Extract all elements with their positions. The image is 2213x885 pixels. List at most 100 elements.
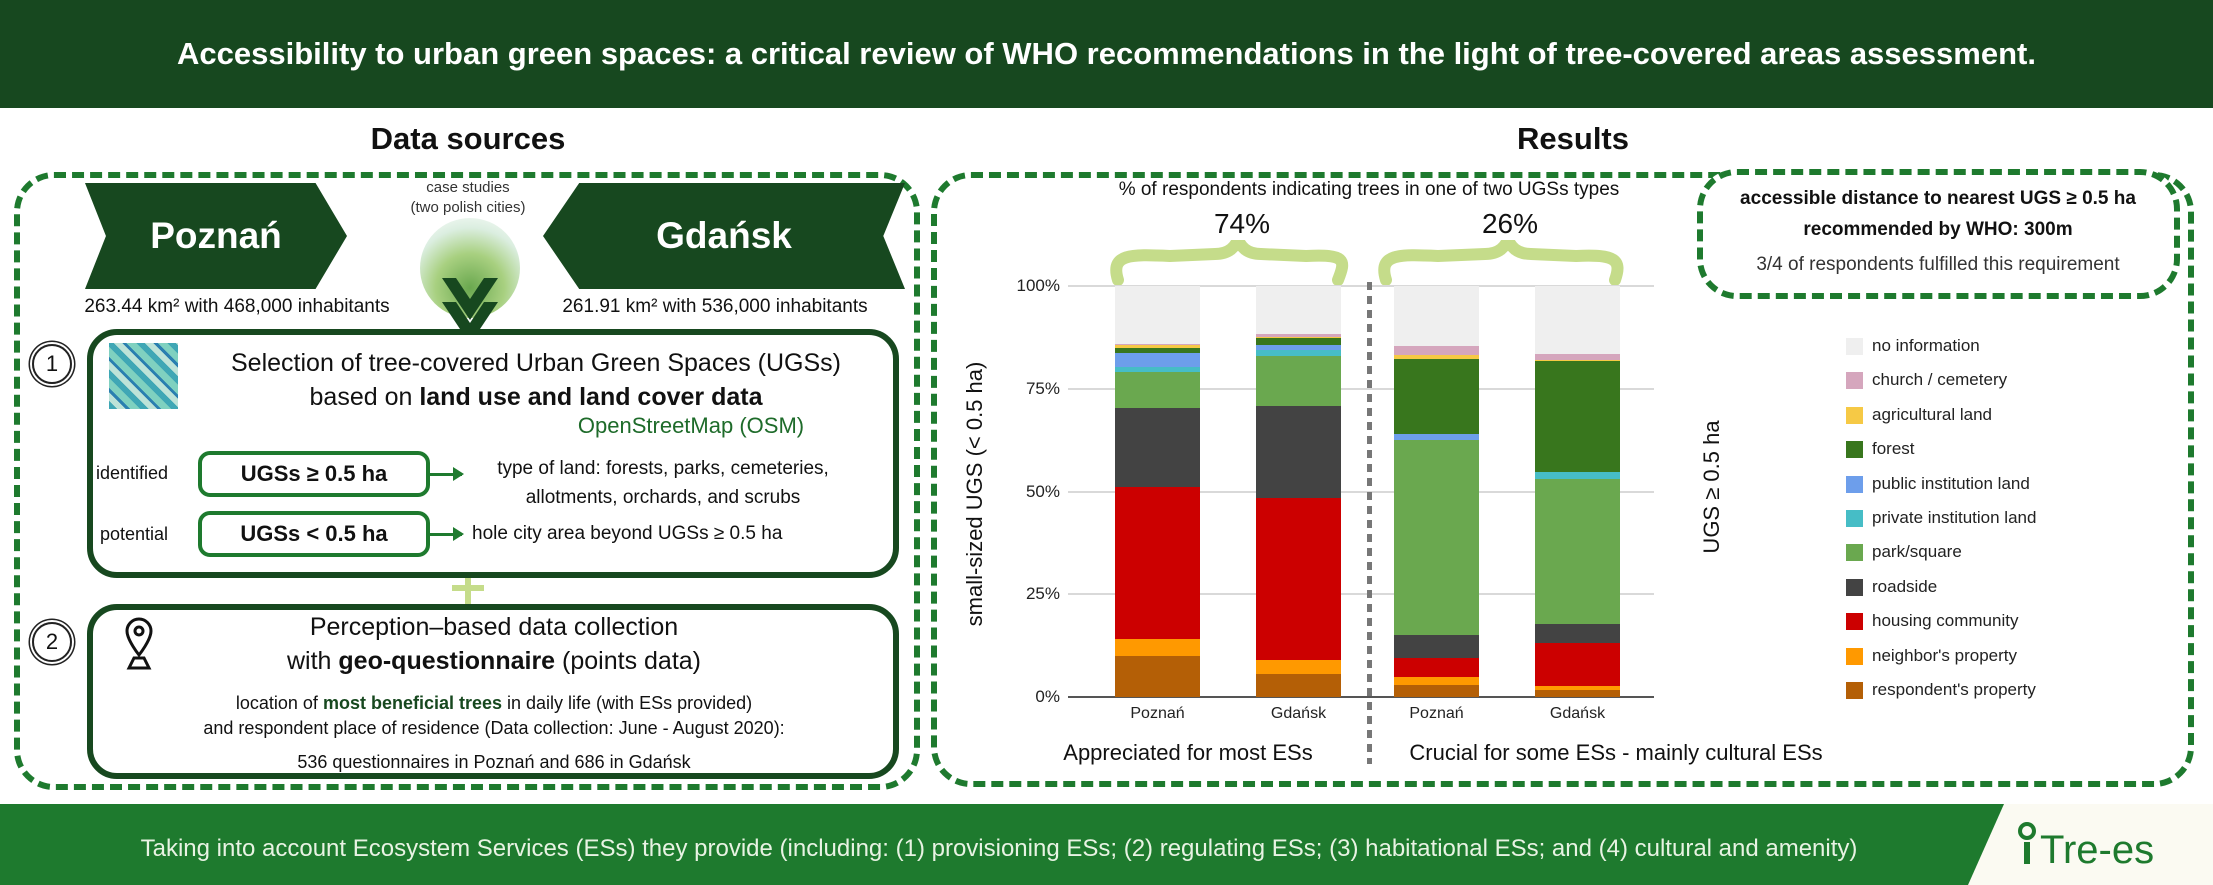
legend-swatch — [1846, 647, 1863, 665]
legend-label: public institution land — [1872, 473, 2030, 493]
bar-segment-roadside — [1535, 623, 1620, 644]
legend-label: church / cemetery — [1872, 370, 2008, 390]
potential-description: hole city area beyond UGSs ≥ 0.5 ha — [472, 523, 783, 544]
bar-segment-housing-community — [1256, 498, 1341, 660]
osm-source: OpenStreetMap (OSM) — [577, 413, 805, 438]
text: based on — [309, 383, 420, 411]
data-sources-panel — [14, 172, 920, 790]
text: location of — [235, 693, 323, 713]
emphasis: land use and land cover data — [419, 383, 763, 411]
bar-segment-forest — [1394, 358, 1479, 434]
who-box — [1697, 169, 2180, 299]
legend-label: forest — [1872, 439, 1915, 459]
ugs-small-box: UGSs < 0.5 ha — [198, 511, 430, 557]
y-tick-label: 100% — [1016, 276, 1060, 295]
bar-segment-no-information — [1115, 286, 1200, 345]
y-tick-label: 50% — [1025, 481, 1060, 501]
legend-swatch — [1846, 338, 1863, 355]
case-studies-line: (two polish cities) — [410, 199, 526, 216]
bar-segment-respondent-s-property — [1256, 673, 1341, 697]
tre-es-logo-icon — [2018, 822, 2036, 840]
gdansk-stats: 261.91 km² with 536,000 inhabitants — [562, 296, 868, 317]
who-line3: 3/4 of respondents fulfilled this requir… — [1756, 254, 2120, 275]
location-pin-icon — [125, 617, 153, 670]
bar-segment-neighbor-s-property — [1535, 685, 1620, 690]
bar-segment-no-information — [1535, 286, 1620, 355]
gridline — [1068, 696, 1654, 698]
legend-label: roadside — [1872, 576, 1938, 596]
step2-line1: Perception–based data collection — [309, 613, 679, 641]
bar-segment-park-square — [1115, 371, 1200, 409]
y-tick-label: 25% — [1025, 584, 1060, 604]
x-tick-label: Poznań — [1130, 705, 1185, 722]
bar-segment-neighbor-s-property — [1115, 638, 1200, 657]
bar-segment-roadside — [1115, 408, 1200, 487]
bar-segment-neighbor-s-property — [1394, 677, 1479, 685]
bar-segment-private-institution-land — [1115, 367, 1200, 372]
x-tick-label: Poznań — [1409, 705, 1464, 722]
case-studies-label: case studies (two polish cities) — [410, 178, 525, 218]
gridline — [1068, 490, 1654, 493]
map-icon — [109, 343, 178, 409]
legend-swatch — [1846, 578, 1863, 596]
logo-area — [1968, 804, 2213, 885]
step2-detail2: and respondent place of residence (Data … — [203, 718, 785, 738]
arrow-right-icon — [430, 527, 464, 541]
bar-segment-no-information — [1394, 286, 1479, 346]
legend-swatch — [1846, 682, 1863, 699]
emphasis: geo-questionnaire — [338, 647, 556, 675]
step1-line1: Selection of tree-covered Urban Green Sp… — [231, 349, 841, 377]
bar-segment-housing-community — [1115, 486, 1200, 639]
bar-segment-public-institution-land — [1394, 433, 1479, 441]
title-bar: Accessibility to urban green spaces: a c… — [0, 0, 2213, 108]
ugs-large-box: UGSs ≥ 0.5 ha — [198, 451, 430, 497]
y-tick-label: 0% — [1035, 687, 1060, 706]
bar-segment-roadside — [1394, 634, 1479, 658]
gridline — [1068, 593, 1654, 596]
poznan-stats: 263.44 km² with 468,000 inhabitants — [84, 296, 390, 317]
emphasis: most beneficial trees — [322, 693, 503, 713]
legend-label: respondent's property — [1872, 680, 2036, 699]
chart-title: % of respondents indicating trees in one… — [1118, 179, 1620, 200]
group-braces — [1110, 240, 1624, 286]
group-label-large: Crucial for some ESs - mainly cultural E… — [1409, 740, 1823, 765]
legend-swatch — [1846, 510, 1863, 527]
group-divider — [1367, 282, 1372, 764]
bar-segment-public-institution-land — [1115, 352, 1200, 368]
footer-text: Taking into account Ecosystem Services (… — [140, 835, 1858, 862]
tre-es-logo-stem — [2024, 842, 2030, 864]
step-number-1: 1 — [32, 344, 72, 384]
legend-label: neighbor's property — [1872, 645, 2017, 665]
gridline — [1068, 285, 1654, 287]
y-axis-label-right: UGS ≥ 0.5 ha — [1699, 420, 1724, 554]
bar-segment-housing-community — [1535, 643, 1620, 686]
legend-label: no information — [1872, 336, 1980, 355]
gridline — [1068, 387, 1654, 390]
legend-label: housing community — [1872, 611, 2019, 631]
identified-label: identified — [96, 463, 169, 483]
city-name: Gdańsk — [656, 215, 792, 256]
step1-line2: based on land use and land cover data — [310, 383, 763, 412]
results-panel — [931, 172, 2194, 787]
y-axis-label: small-sized UGS (< 0.5 ha) — [962, 361, 987, 627]
bar-segment-respondent-s-property — [1535, 689, 1620, 697]
legend-label: agricultural land — [1872, 404, 1993, 424]
legend-label: park/square — [1872, 542, 1962, 562]
bar-segment-forest — [1115, 347, 1200, 353]
group-label-small: Appreciated for most ESs — [1063, 740, 1313, 765]
bar-segment-public-institution-land — [1256, 344, 1341, 351]
text: (points data) — [555, 647, 702, 675]
legend-swatch — [1846, 613, 1863, 631]
text: allotments, orchards, and scrubs — [525, 487, 801, 508]
arrow-right-icon — [430, 467, 464, 481]
bar-segment-church-cemetery — [1535, 354, 1620, 360]
legend-swatch — [1846, 372, 1863, 390]
bar-segment-agricultural-land — [1256, 336, 1341, 338]
bar-segment-agricultural-land — [1394, 354, 1479, 359]
bar-segment-private-institution-land — [1535, 471, 1620, 479]
text: in daily life (with ESs provided) — [502, 693, 753, 713]
poznan-banner: Poznań — [85, 183, 347, 289]
legend-swatch — [1846, 441, 1863, 459]
bar-segment-church-cemetery — [1256, 334, 1341, 337]
tre-es-logo-text: Tre-es — [2040, 828, 2155, 872]
